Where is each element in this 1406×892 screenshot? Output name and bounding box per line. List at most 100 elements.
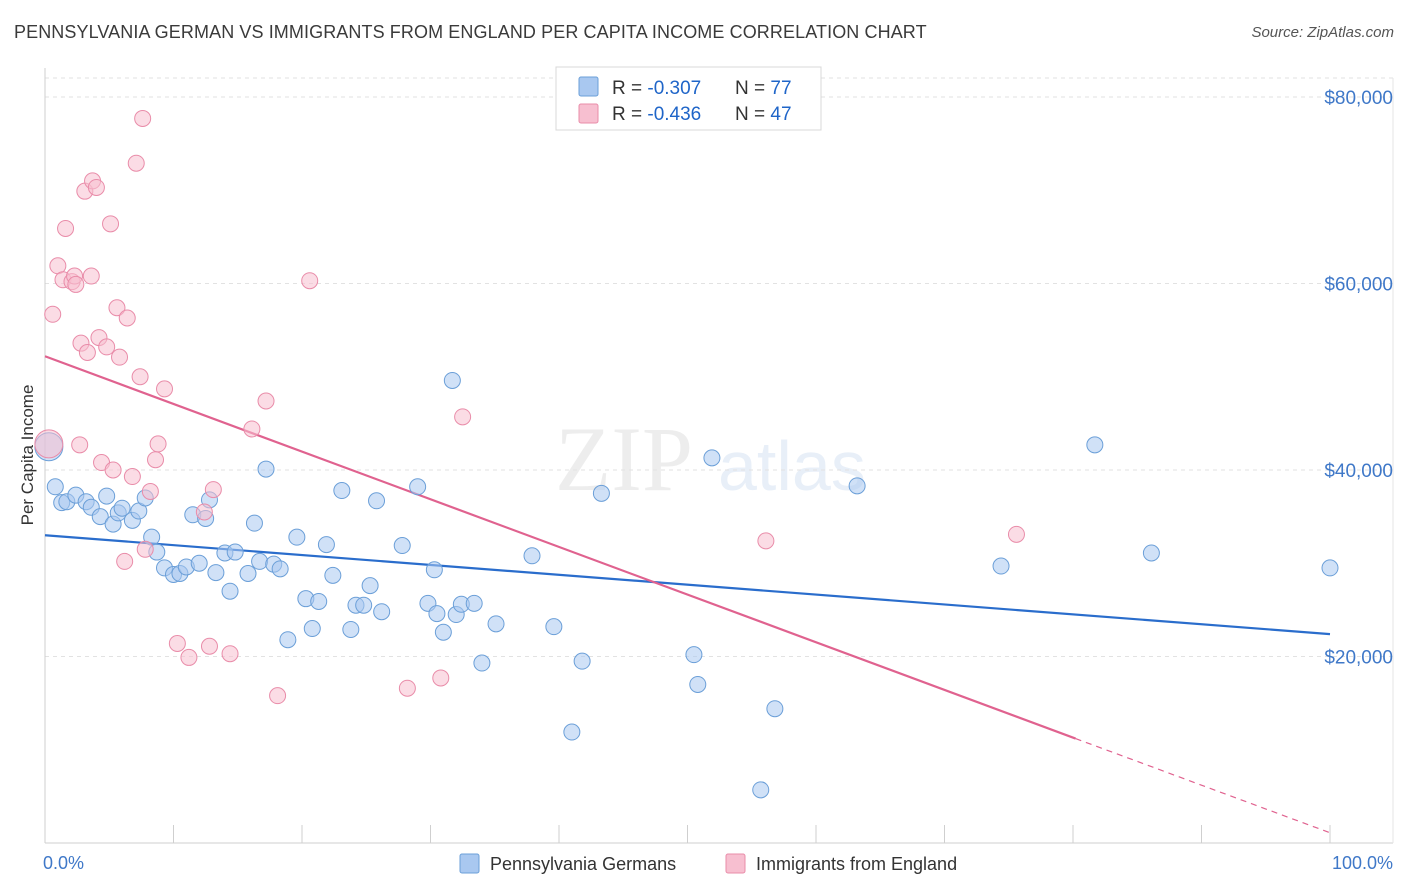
- point-pennsylvania-germans-31: [251, 552, 269, 570]
- stats-n-label-blue: N =: [735, 78, 770, 99]
- point-pennsylvania-germans-67: [689, 675, 707, 693]
- series-0-points: [34, 371, 1339, 799]
- chart-title: PENNSYLVANIA GERMAN VS IMMIGRANTS FROM E…: [14, 22, 927, 42]
- point-immigrants-from-england-19: [104, 461, 122, 479]
- series-1-points: [34, 109, 1025, 705]
- point-pennsylvania-germans-28: [226, 543, 244, 561]
- point-pennsylvania-germans-35: [279, 631, 297, 649]
- trend-line-extension-1: [1075, 737, 1331, 834]
- point-immigrants-from-england-24: [123, 468, 141, 486]
- point-immigrants-from-england-32: [156, 380, 174, 398]
- tick-labels: $20,000 $40,000 $60,000 $80,000 0.0% 100.0%: [43, 88, 1393, 873]
- point-immigrants-from-england-40: [257, 392, 275, 410]
- point-pennsylvania-germans-22: [190, 554, 208, 572]
- point-pennsylvania-germans-29: [239, 565, 257, 583]
- point-pennsylvania-germans-1: [46, 478, 64, 496]
- point-pennsylvania-germans-72: [992, 557, 1010, 575]
- point-pennsylvania-germans-36: [288, 528, 306, 546]
- point-immigrants-from-england-38: [221, 645, 239, 663]
- point-pennsylvania-germans-62: [545, 618, 563, 636]
- point-immigrants-from-england-42: [301, 272, 319, 290]
- point-pennsylvania-germans-38: [303, 620, 321, 638]
- y-axis-label: Per Capita Income: [18, 385, 37, 526]
- point-immigrants-from-england-44: [432, 669, 450, 687]
- stats-row-pink: R = -0.436: [612, 104, 701, 125]
- point-immigrants-from-england-47: [1007, 525, 1025, 543]
- point-pennsylvania-germans-68: [703, 449, 721, 467]
- bottom-legend: Pennsylvania Germans Immigrants from Eng…: [459, 853, 957, 874]
- y-tick-label-60000: $60,000: [1324, 275, 1393, 296]
- point-pennsylvania-germans-34: [271, 560, 289, 578]
- y-tick-label-40000: $40,000: [1324, 461, 1393, 482]
- point-immigrants-from-england-46: [757, 532, 775, 550]
- point-immigrants-from-england-37: [204, 481, 222, 499]
- point-immigrants-from-england-34: [180, 648, 198, 666]
- point-pennsylvania-germans-8: [98, 487, 116, 505]
- point-pennsylvania-germans-65: [592, 484, 610, 502]
- point-pennsylvania-germans-49: [393, 537, 411, 555]
- stats-row-blue: R = -0.307: [612, 78, 701, 99]
- point-pennsylvania-germans-70: [766, 700, 784, 718]
- point-pennsylvania-germans-47: [368, 492, 386, 510]
- point-pennsylvania-germans-63: [563, 723, 581, 741]
- y-tick-label-80000: $80,000: [1324, 88, 1393, 109]
- point-pennsylvania-germans-30: [245, 514, 263, 532]
- point-pennsylvania-germans-52: [425, 561, 443, 579]
- point-pennsylvania-germans-74: [1142, 544, 1160, 562]
- source-note: Source: ZipAtlas.com: [1251, 24, 1394, 41]
- x-tick-label-min: 0.0%: [43, 853, 84, 873]
- point-immigrants-from-england-10: [78, 344, 96, 362]
- point-pennsylvania-germans-61: [523, 547, 541, 565]
- stats-swatch-blue: [578, 76, 599, 97]
- point-immigrants-from-england-29: [141, 482, 159, 500]
- point-pennsylvania-germans-43: [342, 620, 360, 638]
- legend-swatch-pennsylvania-germans: [459, 853, 480, 874]
- point-immigrants-from-england-1: [44, 305, 62, 323]
- point-pennsylvania-germans-59: [487, 615, 505, 633]
- point-pennsylvania-germans-42: [333, 482, 351, 500]
- point-immigrants-from-england-35: [195, 503, 213, 521]
- point-immigrants-from-england-8: [71, 436, 89, 454]
- point-immigrants-from-england-14: [87, 178, 105, 196]
- point-pennsylvania-germans-41: [324, 566, 342, 584]
- point-immigrants-from-england-4: [57, 219, 75, 237]
- point-pennsylvania-germans-45: [355, 596, 373, 614]
- point-pennsylvania-germans-57: [465, 594, 483, 612]
- point-immigrants-from-england-0: [34, 429, 64, 459]
- stats-n-value-pink: 47: [770, 104, 791, 125]
- watermark-zip: ZIP: [555, 408, 693, 510]
- point-pennsylvania-germans-71: [848, 477, 866, 495]
- point-immigrants-from-england-31: [149, 435, 167, 453]
- point-pennsylvania-germans-73: [1086, 436, 1104, 454]
- point-immigrants-from-england-41: [269, 687, 287, 705]
- point-immigrants-from-england-21: [111, 348, 129, 366]
- watermark-atlas: atlas: [718, 427, 866, 505]
- point-immigrants-from-england-23: [118, 309, 136, 327]
- stats-n-label-pink: N =: [735, 104, 770, 125]
- point-immigrants-from-england-39: [243, 420, 261, 438]
- point-pennsylvania-germans-58: [473, 654, 491, 672]
- stats-n-row-blue: N = 77: [735, 78, 792, 99]
- stats-n-value-blue: 77: [770, 78, 791, 99]
- point-pennsylvania-germans-25: [207, 564, 225, 582]
- point-pennsylvania-germans-7: [91, 508, 109, 526]
- point-pennsylvania-germans-54: [434, 623, 452, 641]
- point-immigrants-from-england-45: [454, 408, 472, 426]
- point-pennsylvania-germans-46: [361, 577, 379, 595]
- trend-line-1: [44, 355, 1076, 740]
- point-pennsylvania-germans-32: [257, 460, 275, 478]
- point-immigrants-from-england-30: [147, 451, 165, 469]
- data-points: [34, 109, 1339, 799]
- point-immigrants-from-england-33: [168, 634, 186, 652]
- y-tick-label-20000: $20,000: [1324, 648, 1393, 669]
- stats-n-row-pink: N = 47: [735, 104, 792, 125]
- point-pennsylvania-germans-11: [113, 499, 131, 517]
- legend-label-immigrants-from-england: Immigrants from England: [756, 854, 957, 874]
- stats-r-label-blue: R =: [612, 78, 647, 99]
- point-pennsylvania-germans-60: [443, 371, 461, 389]
- point-pennsylvania-germans-66: [685, 646, 703, 664]
- point-immigrants-from-england-22: [116, 552, 134, 570]
- point-pennsylvania-germans-40: [317, 536, 335, 554]
- stats-r-value-blue: -0.307: [647, 78, 701, 99]
